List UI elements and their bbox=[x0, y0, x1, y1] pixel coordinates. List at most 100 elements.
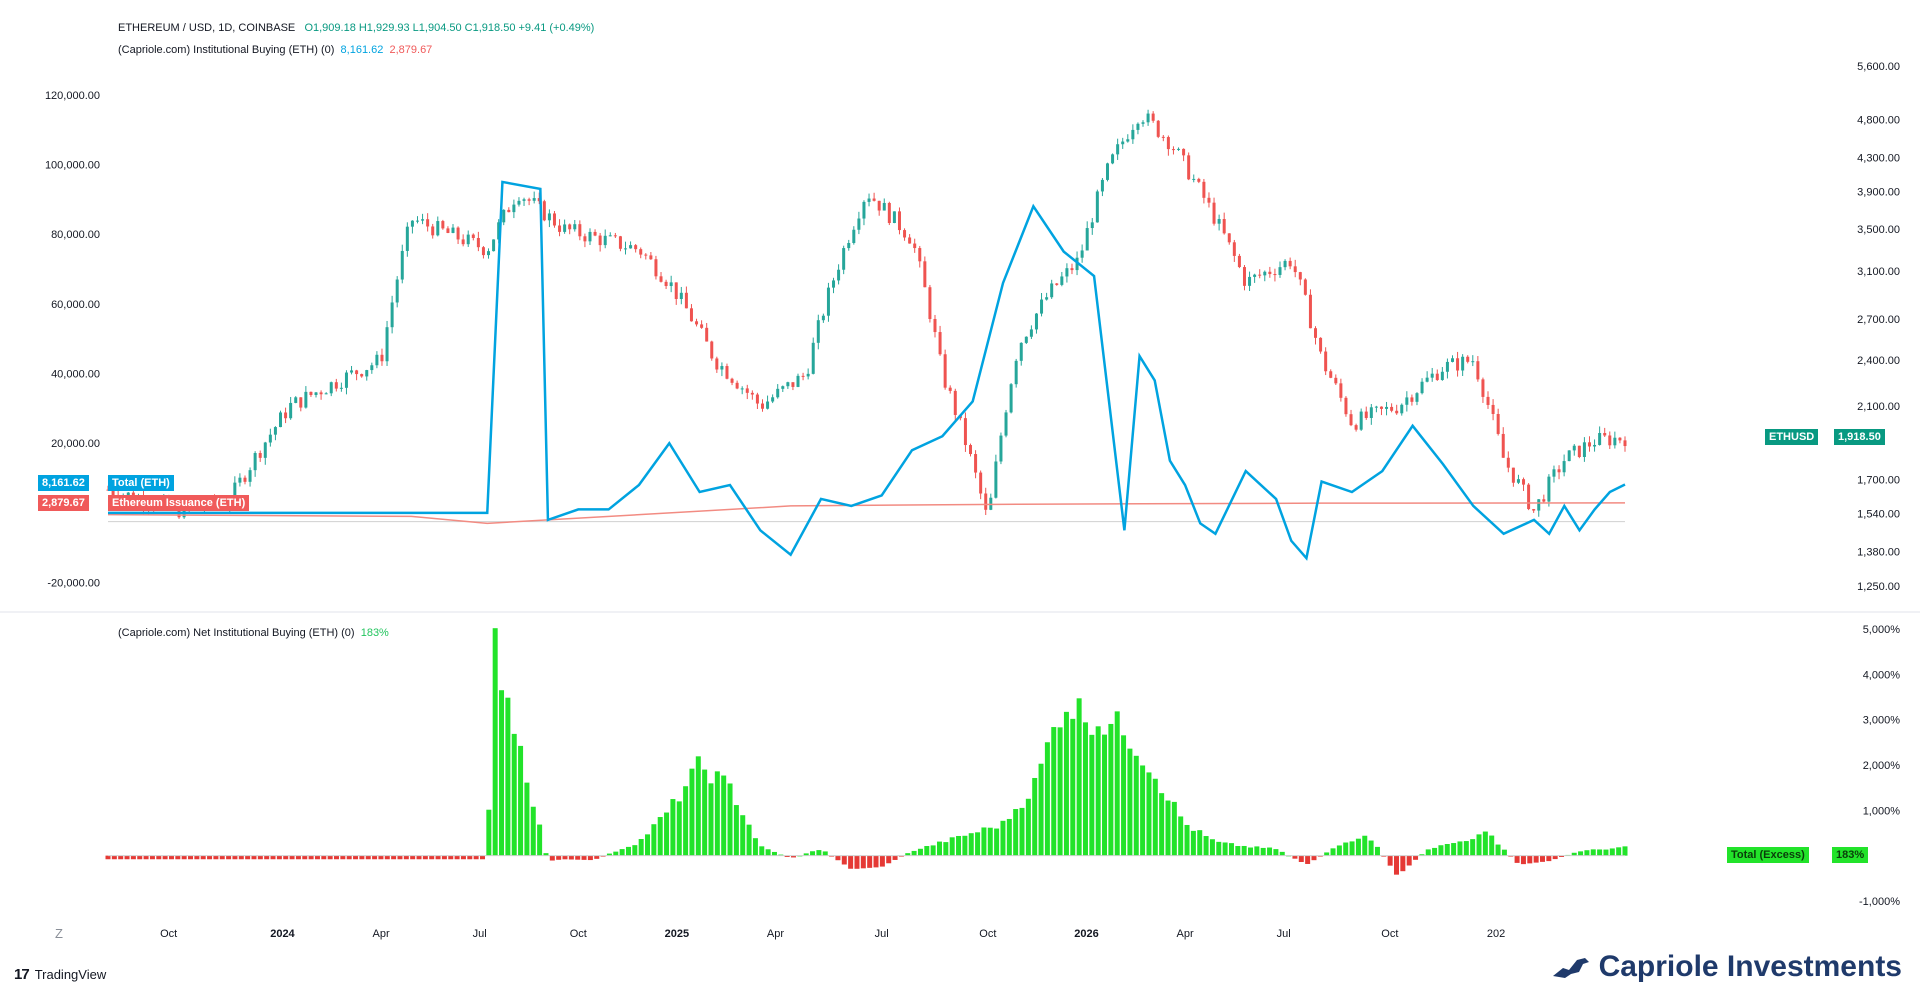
price-candle bbox=[1171, 149, 1175, 151]
price-candle bbox=[1349, 414, 1353, 426]
price-candle bbox=[1034, 313, 1038, 330]
net-buying-bar bbox=[638, 838, 644, 856]
net-buying-bar bbox=[162, 855, 168, 860]
net-buying-bar bbox=[416, 855, 422, 860]
price-value-tag: 1,918.50 bbox=[1834, 429, 1885, 445]
price-candle bbox=[1100, 179, 1104, 192]
net-buying-bar bbox=[308, 855, 314, 860]
net-buying-bar bbox=[1254, 846, 1260, 856]
net-buying-bar bbox=[1273, 849, 1279, 856]
net-buying-bar bbox=[1228, 843, 1234, 856]
price-candle bbox=[1618, 437, 1622, 441]
price-candle bbox=[608, 235, 612, 237]
price-candle bbox=[1557, 469, 1561, 473]
price-candle bbox=[679, 292, 683, 300]
net-buying-bar bbox=[1597, 849, 1603, 856]
net-buying-bar bbox=[270, 855, 276, 860]
price-candle bbox=[537, 198, 541, 202]
indicator2-header[interactable]: (Capriole.com) Net Institutional Buying … bbox=[118, 627, 389, 639]
price-candle bbox=[405, 226, 409, 251]
net-buying-bar bbox=[1559, 855, 1565, 857]
net-buying-bar bbox=[372, 855, 378, 860]
x-axis-tick: Oct bbox=[979, 928, 996, 940]
price-candle bbox=[832, 280, 836, 288]
price-candle bbox=[755, 394, 759, 404]
net-buying-bar bbox=[822, 851, 828, 856]
price-candle bbox=[1461, 356, 1465, 371]
net-buying-bar bbox=[1159, 793, 1165, 856]
price-candle bbox=[1547, 476, 1551, 502]
price-candle bbox=[1207, 197, 1211, 203]
net-buying-bar bbox=[987, 827, 993, 856]
net-buying-bar bbox=[149, 855, 155, 860]
price-candle bbox=[852, 229, 856, 243]
price-candle bbox=[1024, 336, 1028, 343]
price-candle bbox=[867, 198, 871, 202]
issuance-label-tag: Ethereum Issuance (ETH) bbox=[108, 495, 250, 511]
price-candle bbox=[1496, 414, 1500, 434]
net-buying-bar bbox=[518, 745, 524, 856]
net-buying-bar bbox=[746, 824, 752, 856]
net-buying-bar bbox=[835, 855, 841, 861]
net-buying-bar bbox=[1622, 846, 1628, 856]
price-candle bbox=[593, 231, 597, 236]
net-buying-bar bbox=[137, 855, 143, 860]
net-buying-bar bbox=[283, 855, 289, 860]
net-buying-bar bbox=[1082, 722, 1088, 856]
price-candle bbox=[760, 403, 764, 409]
net-buying-bar bbox=[486, 809, 492, 856]
price-candle bbox=[908, 237, 912, 244]
timezone-label[interactable]: Z bbox=[55, 926, 63, 941]
price-candle bbox=[421, 219, 425, 221]
net-buying-bar bbox=[1355, 838, 1361, 856]
price-candle bbox=[1258, 274, 1262, 276]
price-candle bbox=[984, 493, 988, 510]
price-candle bbox=[801, 375, 805, 377]
indicator2-value: 183% bbox=[360, 627, 389, 639]
net-buying-bar bbox=[803, 853, 809, 856]
price-candle bbox=[446, 228, 450, 233]
net-buying-bar bbox=[410, 855, 416, 860]
price-candle bbox=[1430, 373, 1434, 378]
price-candle bbox=[943, 354, 947, 388]
price-candle bbox=[994, 461, 998, 498]
net-buying-bar bbox=[645, 834, 651, 856]
net-buying-bar bbox=[511, 733, 517, 856]
price-candle bbox=[1613, 437, 1617, 446]
net-buying-bar bbox=[1089, 734, 1095, 856]
price-candle bbox=[558, 225, 562, 232]
price-candle bbox=[441, 221, 445, 229]
price-candle bbox=[791, 382, 795, 387]
net-buying-bar bbox=[1216, 841, 1222, 856]
net-buying-bar bbox=[1146, 772, 1152, 856]
net-buying-bar bbox=[1387, 855, 1393, 866]
net-buying-bar bbox=[1495, 844, 1501, 856]
price-candle bbox=[877, 200, 881, 211]
net-buying-bar bbox=[1381, 855, 1387, 857]
indicator1-header[interactable]: (Capriole.com) Institutional Buying (ETH… bbox=[118, 44, 432, 56]
price-candle bbox=[705, 327, 709, 342]
net-buying-bar bbox=[625, 846, 631, 856]
price-candle bbox=[735, 382, 739, 389]
tradingview-logo[interactable]: 17 TradingView bbox=[14, 966, 106, 983]
net-buying-bar bbox=[1235, 846, 1241, 856]
net-buying-bar bbox=[765, 849, 771, 856]
net-buying-bar bbox=[251, 855, 257, 860]
net-buying-bar bbox=[1260, 847, 1266, 856]
sub-axis-tick: 2,000% bbox=[1863, 760, 1901, 772]
net-buying-bar bbox=[1451, 843, 1457, 856]
price-candle bbox=[471, 234, 475, 238]
price-candle bbox=[309, 391, 313, 395]
price-candle bbox=[329, 382, 333, 394]
price-candle bbox=[1511, 467, 1515, 483]
net-buying-bar bbox=[886, 855, 892, 864]
price-candle bbox=[1608, 435, 1612, 446]
price-candle bbox=[1542, 499, 1546, 502]
net-buying-bar bbox=[587, 855, 593, 861]
price-candle bbox=[1227, 233, 1231, 243]
tradingview-label: TradingView bbox=[34, 967, 107, 982]
net-buying-bar bbox=[1165, 800, 1171, 856]
price-candle bbox=[1532, 509, 1536, 511]
net-buying-bar bbox=[1482, 831, 1488, 856]
